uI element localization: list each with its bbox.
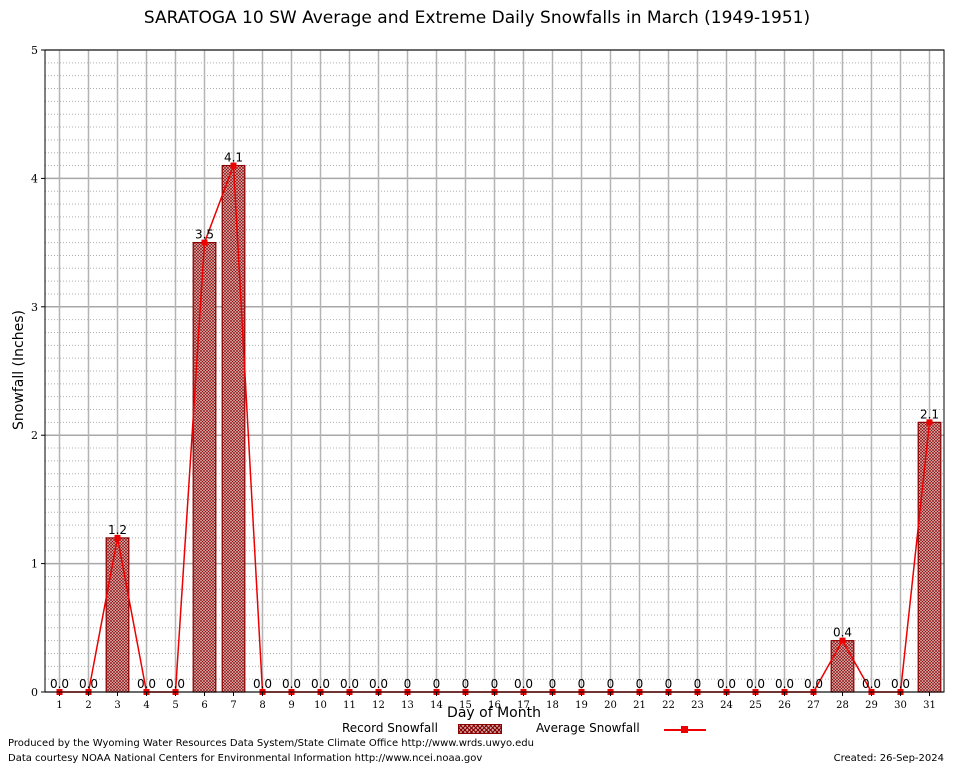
footer-produced-by: Produced by the Wyoming Water Resources … xyxy=(8,738,534,749)
footer-data-courtesy: Data courtesy NOAA National Centers for … xyxy=(8,753,483,764)
data-label: 0.0 xyxy=(746,677,765,691)
data-label: 0.0 xyxy=(775,677,794,691)
data-label: 4.1 xyxy=(224,151,243,165)
x-tick-label: 6 xyxy=(201,700,207,711)
y-tick-label: 0 xyxy=(31,686,38,699)
data-label: 0.0 xyxy=(79,677,98,691)
legend-marker-average xyxy=(681,726,688,733)
footer-created: Created: 26-Sep-2024 xyxy=(833,753,944,764)
data-label: 0.0 xyxy=(717,677,736,691)
data-label: 1.2 xyxy=(108,523,127,537)
data-label: 0 xyxy=(404,677,412,691)
legend-label-average: Average Snowfall xyxy=(536,721,640,735)
y-tick-label: 3 xyxy=(31,301,38,314)
x-tick-label: 4 xyxy=(143,700,149,711)
x-tick-label: 12 xyxy=(372,700,385,711)
data-label: 0 xyxy=(636,677,644,691)
x-tick-label: 1 xyxy=(56,700,62,711)
x-tick-label: 20 xyxy=(604,700,617,711)
average-point xyxy=(201,239,208,246)
y-axis-label: Snowfall (Inches) xyxy=(11,310,27,430)
legend: Record Snowfall Average Snowfall xyxy=(0,720,954,738)
x-tick-label: 16 xyxy=(488,700,501,711)
x-tick-label: 25 xyxy=(749,700,762,711)
x-tick-label: 24 xyxy=(720,700,733,711)
average-point xyxy=(839,637,846,644)
y-tick-label: 4 xyxy=(31,172,38,185)
record-bar xyxy=(105,537,130,693)
data-label: 0.0 xyxy=(50,677,69,691)
data-label: 2.1 xyxy=(920,407,939,421)
data-label: 3.5 xyxy=(195,228,214,242)
data-label: 0.4 xyxy=(833,626,852,640)
x-tick-label: 13 xyxy=(401,700,414,711)
average-point xyxy=(230,162,237,169)
data-label: 0.0 xyxy=(253,677,272,691)
x-tick-label: 7 xyxy=(230,700,236,711)
x-tick-label: 3 xyxy=(114,700,120,711)
x-tick-label: 5 xyxy=(172,700,178,711)
data-label: 0.0 xyxy=(137,677,156,691)
x-tick-label: 21 xyxy=(633,700,646,711)
data-label: 0.0 xyxy=(340,677,359,691)
x-tick-label: 11 xyxy=(343,700,356,711)
x-tick-label: 2 xyxy=(85,700,91,711)
y-tick-label: 5 xyxy=(31,44,38,57)
y-tick-label: 1 xyxy=(31,558,38,571)
x-tick-label: 18 xyxy=(546,700,559,711)
average-point xyxy=(114,534,121,541)
x-tick-label: 14 xyxy=(430,700,443,711)
x-tick-label: 28 xyxy=(836,700,849,711)
data-label: 0 xyxy=(694,677,702,691)
data-label: 0.0 xyxy=(862,677,881,691)
record-bars xyxy=(105,164,942,693)
data-label: 0.0 xyxy=(369,677,388,691)
x-tick-label: 26 xyxy=(778,700,791,711)
x-tick-label: 31 xyxy=(923,700,936,711)
x-tick-label: 22 xyxy=(662,700,675,711)
record-bar xyxy=(192,242,217,693)
data-labels: 0.0 0.0 1.2 0.0 0.0 3.5 4.1 0.0 0.0 0.0 0.0 0.0 0 0 0 0… xyxy=(50,151,939,691)
x-tick-label: 30 xyxy=(894,700,907,711)
x-tick-label: 8 xyxy=(259,700,265,711)
x-tick-label: 15 xyxy=(459,700,472,711)
data-label: 0 xyxy=(578,677,586,691)
record-bar xyxy=(917,421,942,693)
record-bar xyxy=(221,164,246,693)
data-label: 0.0 xyxy=(311,677,330,691)
data-label: 0 xyxy=(607,677,615,691)
legend-swatch-record xyxy=(458,724,502,734)
x-tick-label: 10 xyxy=(314,700,327,711)
data-label: 0.0 xyxy=(166,677,185,691)
data-label: 0.0 xyxy=(804,677,823,691)
average-point xyxy=(926,419,933,426)
legend-label-record: Record Snowfall xyxy=(342,721,438,735)
data-label: 0 xyxy=(491,677,499,691)
grid xyxy=(45,49,944,693)
data-label: 0.0 xyxy=(891,677,910,691)
data-label: 0 xyxy=(665,677,673,691)
y-tick-label: 2 xyxy=(31,429,38,442)
data-label: 0.0 xyxy=(282,677,301,691)
x-tick-labels: 1 2 3 4 5 6 7 8 9 10 11 12 13 14 15 16 17 18 19 20 21 22 23 24 2… xyxy=(56,692,936,711)
y-tick-labels: 0 1 2 3 4 5 xyxy=(31,44,45,699)
x-tick-label: 17 xyxy=(517,700,530,711)
chart-title: SARATOGA 10 SW Average and Extreme Daily… xyxy=(143,8,811,28)
x-tick-label: 27 xyxy=(807,700,820,711)
x-axis-label: Day of Month xyxy=(447,705,541,721)
data-label: 0 xyxy=(433,677,441,691)
record-bar xyxy=(830,640,855,693)
x-tick-label: 29 xyxy=(865,700,878,711)
x-tick-label: 23 xyxy=(691,700,704,711)
data-label: 0 xyxy=(462,677,470,691)
data-label: 0.0 xyxy=(514,677,533,691)
plot-frame xyxy=(44,49,945,693)
x-tick-label: 19 xyxy=(575,700,588,711)
x-tick-label: 9 xyxy=(288,700,294,711)
data-label: 0 xyxy=(549,677,557,691)
